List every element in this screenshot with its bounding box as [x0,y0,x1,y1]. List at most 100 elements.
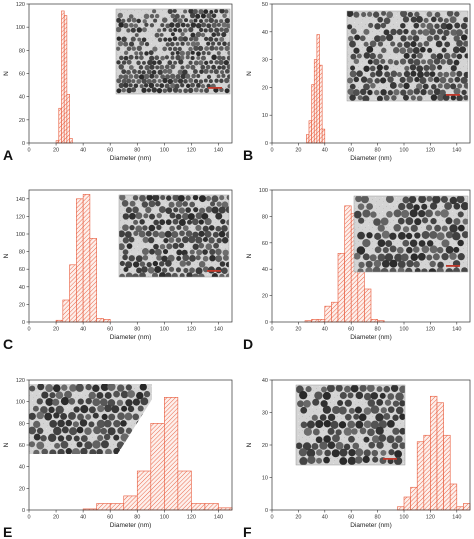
nanoparticle [29,426,37,435]
nanoparticle [373,218,381,226]
nanoparticle [156,224,162,231]
nanoparticle [386,211,393,218]
nanoparticle [144,64,150,71]
nanoparticle [225,206,229,214]
nanoparticle [353,413,360,420]
y-tick-label: 0 [22,320,25,326]
nanoparticle [119,195,126,201]
nanoparticle [224,9,229,14]
nanoparticle [210,201,216,207]
nanoparticle [55,405,64,415]
nanoparticle [133,23,139,29]
histogram-bar [337,253,345,323]
nanoparticle [157,28,162,33]
nanoparticle [305,386,312,393]
nanoparticle [434,224,441,232]
nanoparticle [155,200,161,207]
nanoparticle [443,18,449,24]
nanoparticle [76,426,84,434]
nanoparticle [143,83,149,88]
nanoparticle [402,226,410,233]
nanoparticle [183,88,189,94]
nanoparticle [154,248,162,256]
nanoparticle [363,65,370,72]
nanoparticle [357,95,363,101]
nanoparticle [224,88,230,94]
nanoparticle [195,212,203,220]
nanoparticle [178,242,185,249]
x-tick-label: 80 [375,515,381,521]
nanoparticle [457,83,463,89]
nanoparticle [144,42,150,47]
nanoparticle [170,13,176,19]
nanoparticle [113,419,121,428]
nanoparticle [203,78,208,83]
nanoparticle [132,273,139,277]
nanoparticle [132,195,139,201]
nanoparticle [175,267,182,273]
nanoparticle [373,58,380,66]
x-tick-label: 100 [160,515,169,521]
nanoparticle [360,196,369,204]
nanoparticle [44,412,53,421]
nanoparticle [33,420,41,429]
nanoparticle [215,212,223,220]
histogram-bar [324,305,332,323]
nanoparticle [49,392,56,399]
nanoparticle [200,55,206,61]
nanoparticle [198,219,204,225]
scale-bar [130,447,144,449]
nanoparticle [152,46,158,52]
nanoparticle [177,28,183,33]
nanoparticle [206,74,212,80]
nanoparticle [214,37,219,42]
nanoparticle [363,436,370,443]
nanoparticle [170,64,176,70]
nanoparticle [136,420,144,428]
nanoparticle [419,46,426,53]
nanoparticle [347,456,357,465]
x-axis-label: Diameter (nm) [350,334,392,341]
nanoparticle [426,196,433,202]
nanoparticle [159,33,164,37]
y-tick-label: 20 [19,118,25,124]
nanoparticle [436,53,444,60]
nanoparticle [417,71,424,78]
x-tick-label: 80 [134,148,140,154]
nanoparticle [368,22,374,28]
nanoparticle [396,28,403,36]
nanoparticle [173,27,178,32]
nanoparticle [380,22,387,29]
x-tick-label: 40 [322,327,328,333]
nanoparticle [222,13,227,19]
nanoparticle [113,434,120,441]
nanoparticle [138,74,145,80]
y-tick-label: 100 [16,25,25,31]
nanoparticle [124,440,133,449]
nanoparticle [117,40,124,47]
nanoparticle [169,41,175,47]
nanoparticle [455,29,463,37]
nanoparticle [140,442,148,450]
nanoparticle [399,413,405,420]
nanoparticle [339,391,347,400]
nanoparticle [121,200,129,207]
nanoparticle [323,420,332,428]
nanoparticle [422,83,429,90]
nanoparticle [185,64,191,70]
nanoparticle [431,83,437,90]
nanoparticle [185,83,191,89]
nanoparticle [73,435,80,442]
nanoparticle [377,53,383,60]
y-tick-label: 30 [262,58,268,64]
nanoparticle [185,41,191,46]
nanoparticle [376,95,383,101]
nanoparticle [128,255,135,262]
nanoparticle [446,58,453,66]
nanoparticle [450,29,458,36]
nanoparticle [219,261,226,267]
nanoparticle [172,87,179,93]
nanoparticle [211,32,217,38]
nanoparticle [376,64,383,71]
nanoparticle [126,17,132,23]
